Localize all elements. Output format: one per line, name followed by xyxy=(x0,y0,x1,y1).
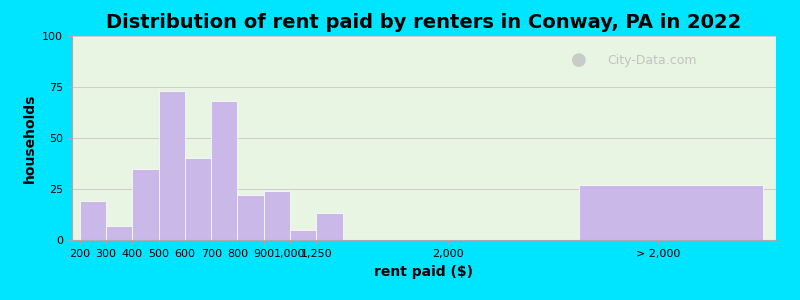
Title: Distribution of rent paid by renters in Conway, PA in 2022: Distribution of rent paid by renters in … xyxy=(106,13,742,32)
Bar xyxy=(106,226,133,240)
Bar xyxy=(316,214,342,240)
Bar xyxy=(211,101,238,240)
Bar xyxy=(290,230,316,240)
Bar xyxy=(80,201,106,240)
Bar xyxy=(238,195,264,240)
Bar xyxy=(185,158,211,240)
Bar xyxy=(264,191,290,240)
Text: City-Data.com: City-Data.com xyxy=(607,54,697,67)
Bar xyxy=(158,91,185,240)
X-axis label: rent paid ($): rent paid ($) xyxy=(374,265,474,279)
Text: ●: ● xyxy=(571,52,586,70)
Bar xyxy=(579,185,763,240)
Y-axis label: households: households xyxy=(22,93,37,183)
Bar xyxy=(133,169,158,240)
